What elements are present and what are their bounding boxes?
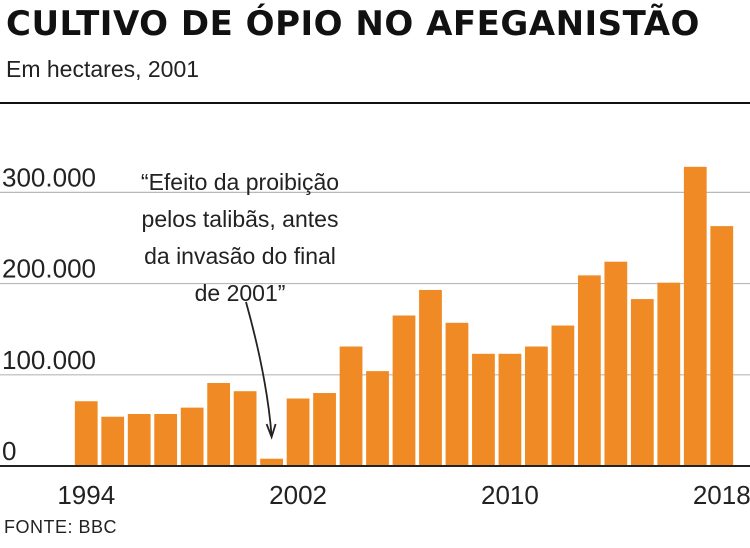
bar-2006 (392, 315, 416, 466)
annotation-arrowhead (265, 423, 277, 440)
bar-2007 (419, 289, 442, 466)
bar-1999 (207, 382, 231, 466)
y-tick-label: 100.000 (2, 345, 96, 375)
bar-1997 (154, 414, 178, 466)
bar-2002 (286, 398, 310, 466)
bar-1996 (127, 414, 151, 466)
bar-2010 (498, 353, 522, 466)
y-tick-label: 0 (2, 436, 16, 466)
x-tick-label: 2002 (269, 480, 327, 510)
chart-subtitle: Em hectares, 2001 (6, 56, 200, 82)
x-tick-label: 2010 (481, 480, 539, 510)
bar-2000 (233, 391, 257, 466)
bar-2015 (630, 299, 654, 466)
x-tick-label: 2018 (693, 480, 750, 510)
bar-2001 (260, 458, 283, 466)
bar-2014 (604, 261, 628, 466)
bar-2005 (366, 371, 389, 466)
bar-2009 (472, 353, 495, 466)
bar-2003 (313, 393, 336, 466)
y-tick-label: 200.000 (2, 254, 96, 284)
source-note: FONTE: BBC (4, 517, 118, 537)
x-axis-ticks: 1994 2002 2010 2018 (57, 480, 750, 510)
bar-2008 (445, 322, 469, 466)
y-axis-ticks: 0 100.000 200.000 300.000 (2, 162, 96, 466)
annotation-line: “Efeito da proibição (141, 169, 339, 195)
annotation-line: pelos talibãs, antes (142, 206, 339, 232)
y-tick-label: 300.000 (2, 162, 96, 192)
bar-2011 (525, 346, 548, 466)
bar-2012 (551, 325, 575, 466)
x-tick-label: 1994 (57, 480, 115, 510)
bar-1998 (180, 407, 204, 466)
bar-2016 (657, 282, 681, 466)
bar-2013 (577, 275, 601, 466)
annotation-line: da invasão do final (144, 243, 336, 269)
bar-2018 (710, 226, 734, 466)
annotation: “Efeito da proibição pelos talibãs, antes… (141, 169, 339, 440)
bar-2017 (683, 166, 707, 466)
bar-1995 (101, 416, 125, 466)
chart-title: CULTIVO DE ÓPIO NO AFEGANISTÃO (6, 4, 700, 44)
bars (74, 166, 734, 466)
bar-2004 (339, 346, 363, 466)
bar-1994 (74, 401, 98, 466)
header-divider (0, 102, 750, 104)
annotation-line: de 2001” (195, 280, 286, 306)
annotation-arrow-line (245, 301, 273, 437)
